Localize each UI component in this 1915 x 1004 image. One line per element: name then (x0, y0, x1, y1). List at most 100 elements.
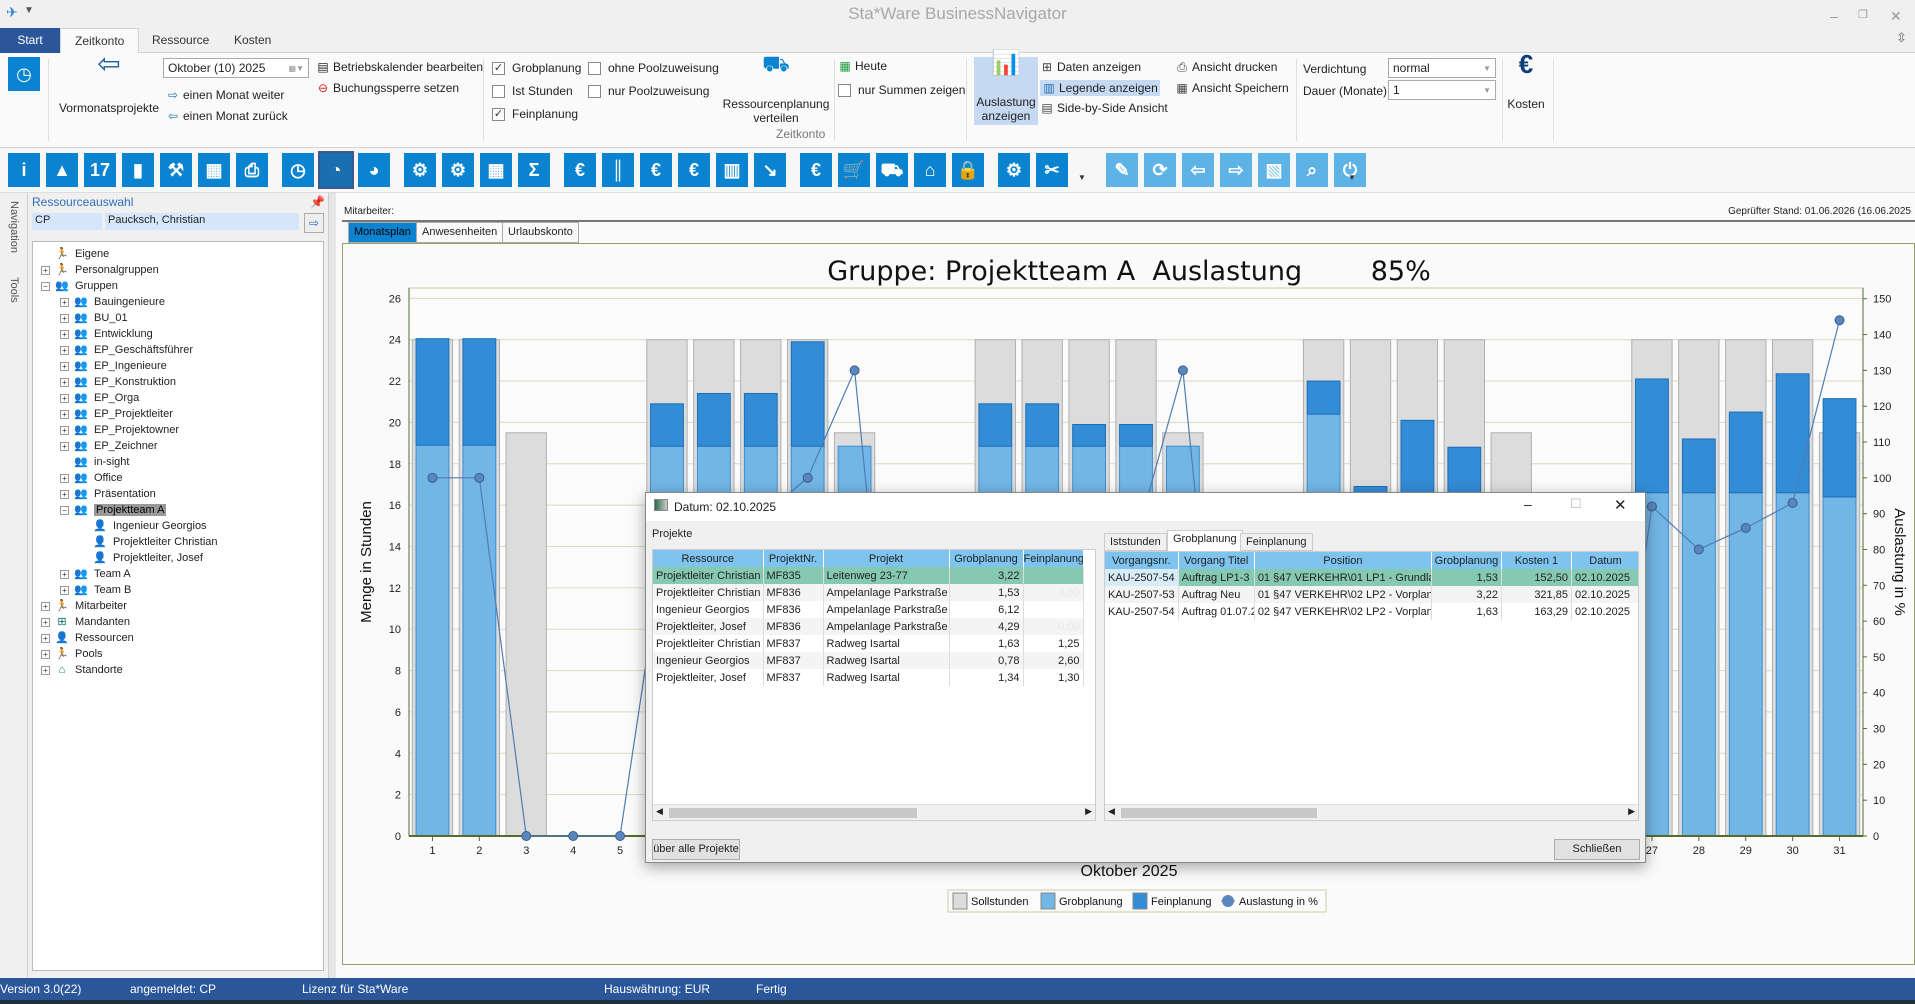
vormonatsprojekte-button[interactable]: ⇦ Vormonatsprojekte (56, 50, 162, 116)
table-row[interactable]: KAU-2507-54 Auftrag 01.07.2 02 §47 VERKEHR… (1105, 603, 1638, 620)
tree-item[interactable]: + 👤 Ressourcen (41, 630, 134, 646)
horizontal-scrollbar[interactable]: ◀ ▶ (653, 804, 1095, 820)
verdichtung-select[interactable]: normal ▼ (1388, 58, 1496, 78)
buchungssperre-button[interactable]: ⊖ Buchungssperre setzen (317, 81, 460, 95)
gears-icon[interactable]: ⚙ (998, 153, 1030, 187)
expand-icon[interactable]: + (41, 617, 50, 627)
checkbox[interactable] (838, 83, 851, 97)
column-header[interactable]: Position (1254, 552, 1432, 569)
column-header[interactable]: Vorgangsnr. (1105, 552, 1179, 569)
cart-truck-icon[interactable]: ⛟ (876, 153, 908, 187)
minimize-icon[interactable]: – (1524, 496, 1532, 512)
expand-icon[interactable]: + (41, 601, 50, 611)
clock-plus-icon[interactable]: ◷ (282, 153, 314, 187)
tree-item[interactable]: 👤 Ingenieur Georgios (79, 518, 206, 534)
person-clock-icon[interactable]: ◔ (318, 151, 354, 189)
expand-icon[interactable]: + (60, 393, 69, 403)
table-icon[interactable]: ▦ (480, 153, 512, 187)
gear-flow-icon[interactable]: ⚙ (404, 153, 436, 187)
calendar-icon[interactable]: 17 (84, 153, 116, 187)
house-euro-icon[interactable]: ⌂ (914, 153, 946, 187)
column-header[interactable]: Ressource (653, 550, 764, 567)
nav-tab-navigation[interactable]: Navigation (8, 201, 20, 253)
tree-item[interactable]: + 👥 BU_01 (60, 310, 128, 326)
betriebskalender-button[interactable]: ▤ Betriebskalender bearbeiten (317, 60, 484, 74)
expand-icon[interactable]: + (60, 569, 69, 579)
feinplanung-checkbox[interactable]: ✓ Feinplanung (492, 107, 579, 121)
close-icon[interactable]: ✕ (1614, 497, 1627, 514)
column-header[interactable]: Feinplanung (1023, 550, 1084, 567)
resource-name-field[interactable]: Paucksch, Christian (105, 213, 299, 230)
person-arrow-icon[interactable]: ↘ (754, 153, 786, 187)
tree-item[interactable]: + 👥 Team A (60, 566, 131, 582)
expand-icon[interactable]: + (60, 329, 69, 339)
expand-icon[interactable]: + (41, 265, 50, 275)
tree-item[interactable]: + 👥 Office (60, 470, 123, 486)
building-person-icon[interactable]: ▦ (198, 153, 230, 187)
checkbox[interactable] (588, 61, 601, 75)
binder-icon[interactable]: ▮ (122, 153, 154, 187)
table-row[interactable]: Projektleiter, Josef MF836 Ampelanlage Par… (653, 618, 1084, 635)
schliessen-button[interactable]: Schließen (1554, 839, 1640, 860)
checkbox[interactable]: ✓ (492, 61, 505, 75)
expand-icon[interactable]: + (60, 409, 69, 419)
expand-icon[interactable]: + (41, 649, 50, 659)
expand-icon[interactable]: + (41, 665, 50, 675)
table-row[interactable]: Projektleiter Christian MF837 Radweg Isart… (653, 635, 1084, 652)
tree-item[interactable]: 🏃 Eigene (41, 246, 109, 262)
checkbox[interactable] (588, 84, 601, 98)
euro-back-icon[interactable]: € (800, 153, 832, 187)
tab-feinplanung[interactable]: Feinplanung (1240, 533, 1313, 551)
grobplanung-checkbox[interactable]: ✓ Grobplanung (492, 61, 582, 75)
ansicht-drucken-button[interactable]: ⎙ Ansicht drucken (1175, 60, 1277, 74)
chart-clock-icon[interactable]: ◕ (358, 153, 390, 187)
expand-icon[interactable]: + (60, 425, 69, 435)
tree-item[interactable]: 👤 Projektleiter, Josef (79, 550, 203, 566)
tab-start[interactable]: Start (0, 28, 60, 53)
side-by-side-button[interactable]: ▤ Side-by-Side Ansicht (1041, 101, 1168, 115)
tree-item[interactable]: + 👥 Präsentation (60, 486, 156, 502)
legende-anzeigen-button[interactable]: ▥ Legende anzeigen (1040, 80, 1160, 96)
printer-icon[interactable]: ⎙ (236, 153, 268, 187)
tree-item[interactable]: + 👥 EP_Projektowner (60, 422, 179, 438)
euro-coins-icon[interactable]: € (640, 153, 672, 187)
expand-icon[interactable]: + (60, 361, 69, 371)
tab-ressource[interactable]: Ressource (152, 33, 210, 47)
euro-arrow-icon[interactable]: € (564, 153, 596, 187)
sigma-icon[interactable]: Σ (518, 153, 550, 187)
month-forward-button[interactable]: ⇨ einen Monat weiter (167, 88, 285, 102)
euro-exclaim-icon[interactable]: € (678, 153, 710, 187)
maximize-icon[interactable]: ☐ (1570, 496, 1582, 511)
tree-item[interactable]: + 👥 Bauingenieure (60, 294, 165, 310)
panel-splitter[interactable] (328, 193, 336, 978)
cart-icon[interactable]: 🛒 (838, 153, 870, 187)
ribbon-collapse-icon[interactable]: ⇳ (1896, 30, 1907, 45)
barcode-icon[interactable]: ║ (602, 153, 634, 187)
tab-zeitkonto[interactable]: Zeitkonto (60, 28, 140, 54)
checkbox[interactable]: ✓ (492, 107, 505, 121)
tree-item[interactable]: + 👥 EP_Zeichner (60, 438, 158, 454)
horizontal-scrollbar[interactable]: ◀ ▶ (1105, 804, 1638, 820)
ressourcenplanung-verteilen-button[interactable]: ⛟ Ressourcenplanung verteilen (720, 53, 832, 126)
person-clock-icon[interactable]: ◷ (8, 57, 40, 91)
column-header[interactable]: ProjektNr. (763, 550, 824, 567)
column-header[interactable]: Vorgang Titel (1178, 552, 1255, 569)
restore-icon[interactable]: ❐ (1858, 9, 1868, 21)
tree-item[interactable]: − 👥 Gruppen (41, 278, 118, 294)
toolbar-overflow-icon[interactable]: ▼ (1078, 173, 1086, 182)
tree-item[interactable]: + 👥 EP_Konstruktion (60, 374, 176, 390)
daten-anzeigen-button[interactable]: ⊞ Daten anzeigen (1041, 60, 1142, 74)
month-select[interactable]: Oktober (10) 2025 ▦▼ (163, 58, 309, 78)
expand-icon[interactable]: + (60, 441, 69, 451)
person-tools-icon[interactable]: ⚒ (160, 153, 192, 187)
ansicht-speichern-button[interactable]: ▦ Ansicht Speichern (1176, 81, 1289, 95)
table-row[interactable]: KAU-2507-53 Auftrag Neu 01 §47 VERKEHR\02 … (1105, 586, 1638, 603)
auslastung-anzeigen-button[interactable]: 📊 Auslastung anzeigen (974, 52, 1038, 125)
expand-icon[interactable]: + (41, 633, 50, 643)
expand-icon[interactable]: + (60, 313, 69, 323)
gear-chart-icon[interactable]: ⚙ (442, 153, 474, 187)
tree-item[interactable]: + 👥 Entwicklung (60, 326, 153, 342)
tab-anwesenheiten[interactable]: Anwesenheiten (416, 222, 504, 243)
expand-icon[interactable]: + (60, 345, 69, 355)
person-wrench-icon[interactable]: ✂ (1036, 153, 1068, 187)
